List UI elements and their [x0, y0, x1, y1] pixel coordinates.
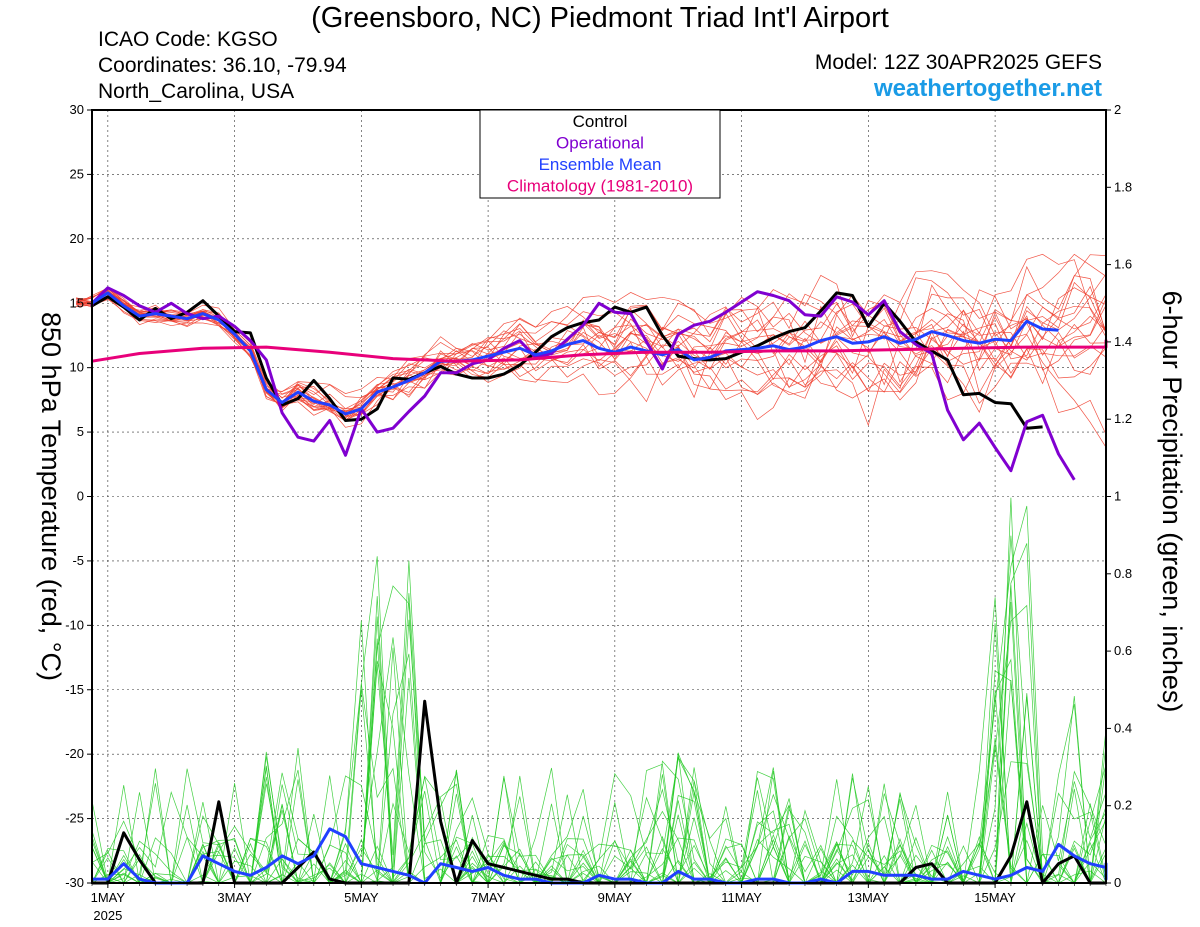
ytick-label: 0 [77, 489, 84, 504]
ytick-label: 5 [77, 424, 84, 439]
ytick-label: 30 [70, 102, 84, 117]
ensemble-precip-line [92, 827, 1108, 885]
y2tick-label: 0.8 [1114, 566, 1132, 581]
control-temp-line [90, 291, 1043, 430]
legend-entry: Operational [556, 134, 644, 153]
temp-member-line [76, 293, 1107, 419]
chart-title: (Greensboro, NC) Piedmont Triad Int'l Ai… [311, 2, 889, 34]
xtick-label: 5MAY [344, 890, 379, 905]
precip-member-line [91, 535, 1107, 884]
precip-member-line [91, 497, 1107, 885]
site-link[interactable]: weathertogether.net [873, 75, 1102, 102]
ytick-label: -30 [65, 875, 84, 890]
icao-code: ICAO Code: KGSO [98, 28, 278, 51]
precip-member-line [91, 677, 1107, 884]
xtick-label: 3MAY [217, 890, 252, 905]
precip-member-line [92, 543, 1107, 885]
precip-member-line [91, 745, 1107, 885]
operational-temp-line [90, 286, 1076, 481]
precip-member-line [91, 660, 1107, 884]
ytick-label: -10 [65, 617, 84, 632]
legend-entry: Climatology (1981-2010) [507, 177, 693, 196]
axes: 302520151050-5-10-15-20-25-3021.81.61.41… [36, 102, 1187, 923]
y2tick-label: 0.4 [1114, 720, 1132, 735]
precip-member-line [91, 670, 1107, 884]
ytick-label: -25 [65, 811, 84, 826]
y2tick-label: 0.2 [1114, 798, 1132, 813]
gridlines [92, 110, 1106, 883]
ytick-label: 20 [70, 231, 84, 246]
precip-member-line [91, 560, 1107, 884]
y2tick-label: 1.8 [1114, 179, 1132, 194]
temp-member-line [76, 270, 1107, 413]
ytick-label: -5 [72, 553, 84, 568]
ytick-label: 15 [70, 295, 84, 310]
y-axis-title: 850 hPa Temperature (red, °C) [36, 312, 66, 681]
xtick-sublabel: 2025 [93, 908, 122, 923]
ytick-label: -20 [65, 746, 84, 761]
ytick-label: 10 [70, 360, 84, 375]
region: North_Carolina, USA [98, 80, 295, 103]
legend-box [479, 109, 721, 199]
precip-member-line [91, 637, 1106, 885]
y2tick-label: 2 [1114, 102, 1121, 117]
temp-member-line [76, 284, 1107, 416]
xtick-label: 11MAY [721, 890, 762, 905]
main-series [90, 286, 1108, 885]
legend-entry: Ensemble Mean [539, 155, 662, 174]
precip-member-line [91, 596, 1107, 884]
y2tick-label: 1.2 [1114, 411, 1132, 426]
y2tick-label: 0.6 [1114, 643, 1132, 658]
coordinates: Coordinates: 36.10, -79.94 [98, 54, 347, 77]
y2tick-label: 0 [1114, 875, 1121, 890]
xtick-label: 7MAY [471, 890, 506, 905]
precip-member-line [91, 556, 1107, 884]
xtick-label: 13MAY [848, 890, 890, 905]
temp-member-line [76, 287, 1107, 416]
ytick-label: -15 [65, 682, 84, 697]
xtick-label: 9MAY [598, 890, 633, 905]
temp-member-line [76, 291, 1107, 410]
legend-entry: Control [573, 112, 628, 131]
precip-member-line [92, 647, 1107, 884]
y2tick-label: 1.4 [1114, 334, 1132, 349]
precip-member-line [91, 597, 1107, 885]
ytick-label: 25 [70, 166, 84, 181]
model-run: Model: 12Z 30APR2025 GEFS [814, 51, 1102, 74]
temp-member-line [76, 288, 1107, 412]
ensemble-temp-line [91, 291, 1059, 416]
xtick-label: 1MAY [91, 890, 126, 905]
y2-axis-title: 6-hour Precipitation (green, inches) [1157, 291, 1187, 713]
legend: Control Operational Ensemble Mean Climatolo… [479, 109, 721, 199]
y2tick-label: 1 [1114, 489, 1121, 504]
y2tick-label: 1.6 [1114, 257, 1132, 272]
xtick-label: 15MAY [974, 890, 1016, 905]
temp-member-line [76, 265, 1107, 419]
